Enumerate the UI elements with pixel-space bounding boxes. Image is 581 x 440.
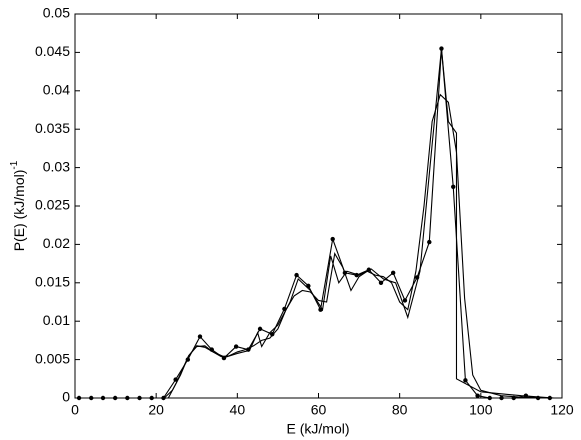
y-axis-label: P(E) (kJ/mol)-1 (9, 160, 27, 251)
data-point (463, 378, 468, 383)
y-tick-label: 0.04 (43, 82, 70, 98)
y-tick-label: 0.05 (43, 5, 70, 21)
data-point (390, 270, 396, 276)
y-tick-label: 0.025 (35, 197, 70, 213)
data-line (167, 48, 554, 399)
data-point (125, 395, 130, 401)
data-point (294, 272, 299, 278)
data-point (451, 184, 456, 189)
x-tick-label: 120 (550, 402, 574, 418)
x-axis-label: E (kJ/mol) (287, 421, 350, 437)
x-tick-label: 20 (148, 402, 164, 418)
data-line (163, 93, 554, 399)
y-tick-label: 0.005 (35, 350, 70, 366)
x-tick-label: 80 (392, 402, 408, 418)
y-tick-label: 0.015 (35, 274, 70, 290)
x-tick-label: 60 (311, 402, 327, 418)
x-tick-label: 100 (469, 402, 493, 418)
y-axis-label-exponent: -1 (9, 160, 20, 169)
x-tick-label: 0 (71, 402, 79, 418)
y-tick-label: 0.03 (43, 158, 70, 174)
x-tick-label: 40 (230, 402, 246, 418)
y-axis-label-main: P(E) (kJ/mol) (11, 170, 27, 252)
data-point (487, 395, 492, 401)
y-tick-label: 0.045 (35, 43, 70, 59)
y-tick-label: 0.02 (43, 235, 70, 251)
data-point (270, 332, 275, 337)
data-point (402, 298, 408, 303)
data-point (137, 395, 142, 401)
y-tick-label: 0 (62, 389, 70, 405)
data-point (173, 377, 178, 382)
data-point (100, 395, 106, 401)
data-point (378, 280, 384, 285)
data-point (197, 334, 203, 339)
data-point (89, 395, 94, 401)
data-point (76, 395, 82, 401)
data-point (475, 393, 480, 398)
data-point (427, 239, 432, 245)
data-point (112, 395, 118, 401)
y-tick-label: 0.035 (35, 120, 70, 136)
data-point (233, 344, 239, 349)
data-point (499, 395, 504, 401)
y-axis-label-group: P(E) (kJ/mol)-1 (9, 160, 27, 251)
data-point (149, 395, 154, 401)
data-point (161, 395, 166, 401)
data-point (330, 236, 335, 242)
y-tick-label: 0.01 (43, 312, 70, 328)
data-point (257, 326, 263, 332)
